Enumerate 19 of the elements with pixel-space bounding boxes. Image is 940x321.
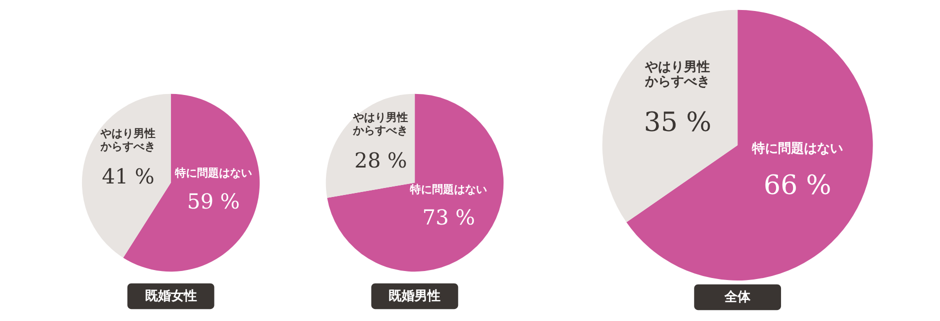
data-label: 59 % [187, 189, 240, 214]
data-label: 73 % [422, 206, 476, 230]
pie-slice [327, 94, 504, 272]
data-label: 35 % [644, 107, 712, 138]
slice-label: やはり男性からすべき [100, 127, 156, 154]
pie-slice [602, 10, 738, 222]
data-label: 28 % [354, 148, 408, 172]
pie-slice [626, 10, 873, 280]
pie-slice [82, 94, 171, 258]
slice-label: やはり男性からすべき [352, 111, 408, 137]
slice-label: 特に問題はない [751, 141, 844, 156]
slice-label: 特に問題はない [174, 166, 252, 180]
slice-label: 特に問題はない [409, 182, 488, 196]
data-label: 66 % [764, 170, 832, 201]
text: 既婚女性 [144, 289, 197, 304]
text: 既婚男性 [388, 289, 441, 304]
data-label: 41 % [102, 164, 154, 188]
text: 全体 [724, 290, 752, 306]
slice-label: やはり男性からすべき [644, 60, 710, 90]
